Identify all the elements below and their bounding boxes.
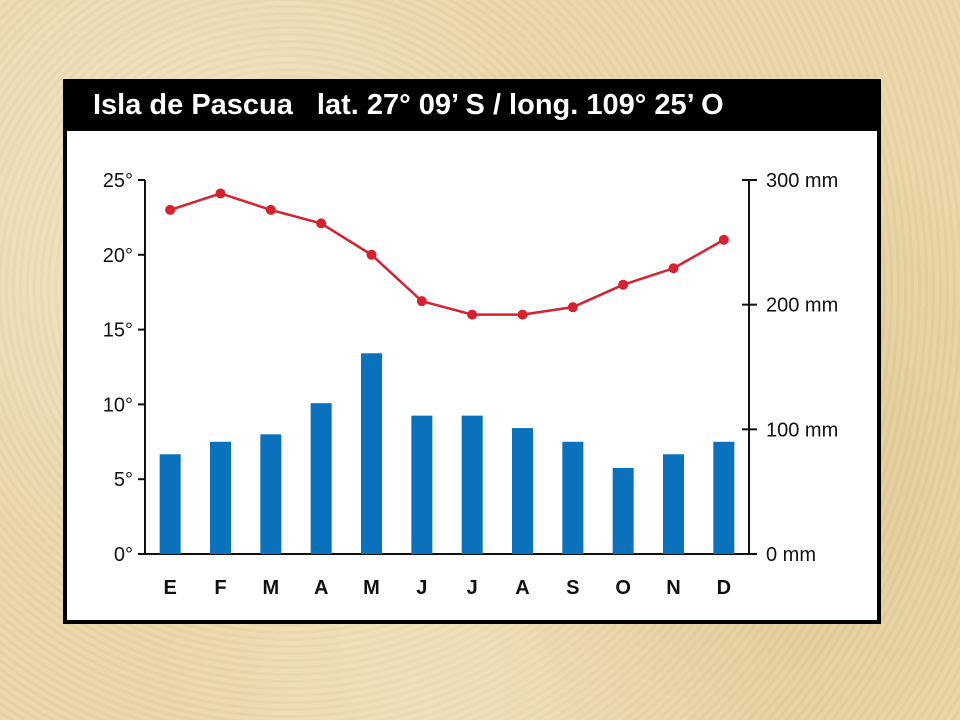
precipitation-bar	[310, 403, 332, 554]
temperature-point	[265, 204, 276, 215]
temperature-line	[169, 192, 725, 316]
precipitation-bar	[210, 441, 231, 554]
chart-header: Isla de Pascua lat. 27° 09’ S / long. 10…	[63, 79, 881, 131]
temperature-point	[668, 263, 679, 274]
y-left-tick-label: 25°	[103, 170, 133, 192]
precipitation-bar	[159, 454, 181, 554]
x-tick-label: A	[314, 577, 328, 599]
precipitation-bar	[260, 434, 282, 554]
precipitation-bar	[461, 415, 483, 554]
chart-svg: 0° 5° 10° 15° 20° 25° 0 mm 100 mm 200 mm 300 mm E F…	[103, 170, 839, 599]
x-tick-label: M	[262, 577, 279, 599]
temperature-point	[567, 302, 578, 313]
precipitation-bar	[411, 415, 433, 554]
y-right-tick-label: 200 mm	[766, 295, 838, 317]
x-tick-label: N	[666, 577, 680, 599]
x-tick-label: O	[615, 577, 631, 599]
y-right-tick-label: 100 mm	[766, 419, 838, 441]
x-tick-label: J	[467, 577, 478, 599]
temperature-point	[517, 309, 528, 320]
precipitation-bar	[713, 441, 735, 554]
precipitation-bar	[512, 428, 533, 554]
y-left-tick-label: 5°	[114, 469, 133, 491]
x-tick-label: M	[363, 577, 380, 599]
precipitation-bar	[612, 467, 634, 554]
x-tick-label: F	[214, 577, 226, 599]
precipitation-bar	[361, 353, 382, 554]
y-left-tick-label: 15°	[103, 320, 133, 342]
chart-title: Isla de Pascua	[93, 88, 293, 121]
temperature-point	[718, 234, 729, 245]
temperature-point	[165, 204, 176, 215]
temperature-point	[467, 309, 478, 320]
precipitation-bar	[663, 454, 684, 554]
y-left-tick-label: 0°	[114, 544, 133, 566]
y-right-tick-label: 300 mm	[766, 170, 838, 192]
temperature-point	[215, 188, 226, 199]
temperature-point	[416, 296, 427, 307]
x-tick-label: D	[717, 577, 731, 599]
y-right-tick-label: 0 mm	[766, 544, 816, 566]
plot-area: 0° 5° 10° 15° 20° 25° 0 mm 100 mm 200 mm 300 mm E F…	[67, 131, 877, 620]
temperature-point	[316, 218, 327, 229]
chart-subtitle: lat. 27° 09’ S / long. 109° 25’ O	[316, 88, 724, 121]
x-tick-label: S	[566, 577, 579, 599]
x-tick-label: E	[163, 577, 176, 599]
precipitation-bar	[562, 441, 584, 554]
x-tick-label: A	[515, 577, 529, 599]
temperature-point	[618, 279, 629, 290]
temperature-point	[366, 249, 377, 260]
y-left-tick-label: 10°	[103, 394, 133, 416]
x-tick-label: J	[416, 577, 427, 599]
y-left-tick-label: 20°	[103, 245, 133, 267]
climate-chart: Isla de Pascua lat. 27° 09’ S / long. 10…	[63, 79, 881, 624]
